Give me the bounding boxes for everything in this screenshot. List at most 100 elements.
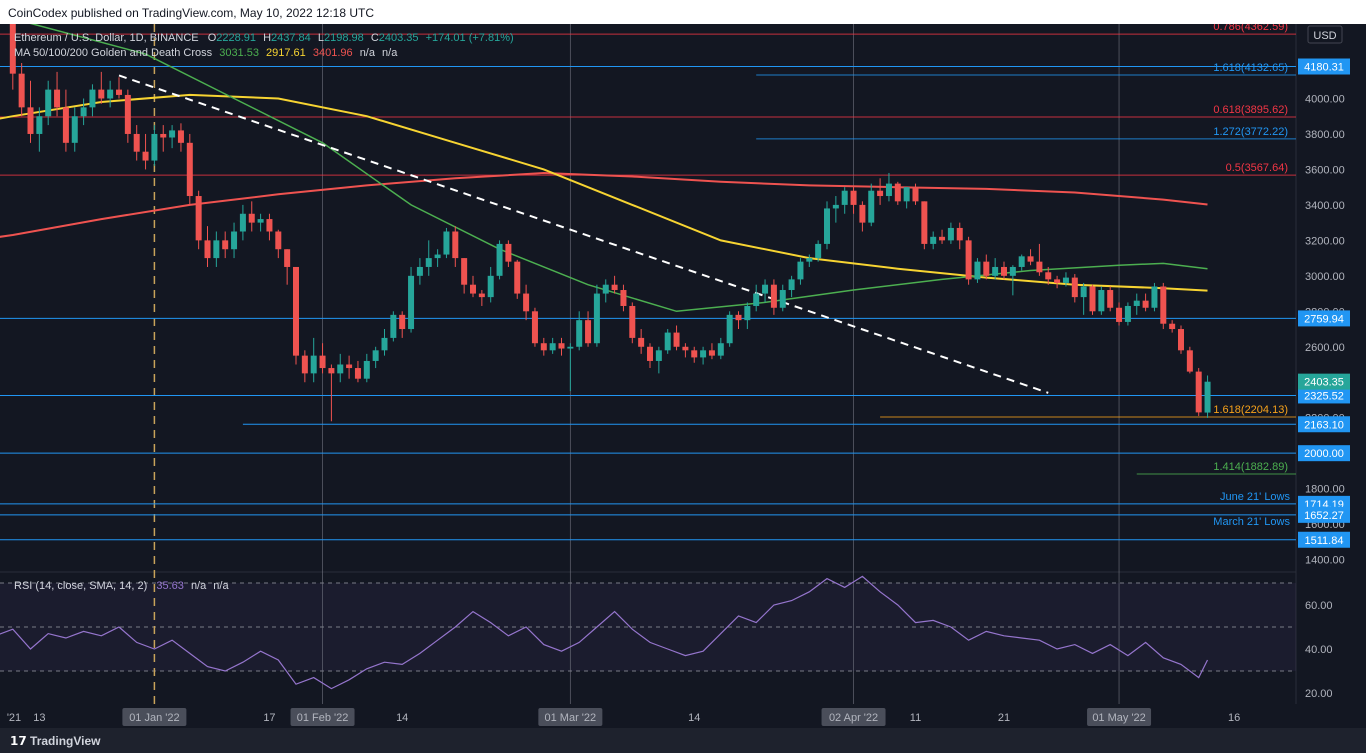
ma200-line [0,171,1208,238]
x-tick-label: 01 May '22 [1092,712,1145,724]
candle-body [1036,261,1043,273]
level-price-badge: 1511.84 [1305,535,1344,547]
candle [284,249,291,285]
candle [381,329,388,356]
candle-body [620,290,627,306]
candle-body [708,350,715,356]
candle-body [514,261,521,294]
candle [1062,272,1069,287]
candle [585,311,592,347]
legend-close: 2403.35 [379,32,419,44]
candle-body [151,133,158,161]
fib-label: 0.5(3567.64) [1226,162,1288,174]
candle [9,24,16,90]
fib-label: 1.618(4132.65) [1213,62,1288,74]
candle-body [824,208,830,244]
candle-body [735,314,742,321]
candle [346,355,353,379]
candle [540,337,547,356]
candle-body [1001,266,1007,276]
x-tick-label: 13 [33,712,45,724]
candle [903,187,910,209]
fib-label: 0.618(3895.62) [1213,104,1288,116]
currency-badge[interactable] [1307,25,1343,44]
candle-body [328,368,335,374]
candle [629,302,636,344]
candle [337,353,344,383]
candle-body [195,196,202,241]
ma-label: MA 50/100/200 Golden and Death Cross [14,47,213,59]
candle-body [80,107,87,117]
candle-body [956,227,963,241]
candle-body [744,305,751,321]
fib-label: 0.786(4362.59) [1213,24,1288,33]
candle-body [523,293,530,312]
x-tick-label: 02 Apr '22 [829,712,878,724]
x-tick-label: 01 Feb '22 [297,712,349,724]
x-tick-highlight [290,708,355,726]
current-price-badge: 2403.35 [1304,377,1344,389]
candle-body [1027,256,1034,262]
candle [620,284,627,312]
candle [638,329,645,354]
candle-body [602,284,609,294]
candle-body [1071,277,1078,298]
candle [1001,261,1007,280]
publisher-text: CoinCodex published on TradingView.com, … [8,6,374,20]
candle-body [204,240,211,259]
candle-body [89,89,96,108]
candle [186,133,193,205]
candle [1133,293,1140,315]
candle-body [788,279,795,291]
candle-body [1116,307,1123,322]
candle-body [832,204,839,209]
downtrend-line [118,74,1049,394]
candle [169,125,176,149]
candle-body [142,151,149,161]
candle [983,254,990,280]
candle-body [700,350,707,358]
level-price-badge-bg [1298,58,1350,75]
price-tick-label: 3800.00 [1305,129,1345,141]
candle-body [1054,279,1061,283]
ma50-value: 3031.53 [219,47,259,59]
candle [124,89,131,143]
candle [204,226,211,267]
price-tick-label: 1400.00 [1305,555,1345,567]
legend-close-label: C [371,32,379,44]
candle-body [691,350,698,358]
fib-label: 1.414(1882.89) [1213,461,1288,473]
legend-change: +174.01 (+7.81%) [426,32,514,44]
candle-body [116,89,122,95]
candle-body [1009,266,1016,276]
legend-low: 2198.98 [324,32,364,44]
price-chart[interactable]: 0.786(4362.59) 1.618(4132.65) 0.618(3895.6… [0,24,1366,728]
candle-body [478,293,485,298]
candle-body [655,350,662,361]
candle [160,125,167,152]
candle [824,201,830,250]
rsi-na2: n/a [213,580,229,592]
candle-body [965,240,972,280]
candle [222,231,229,259]
level-price-badge-bg [1298,310,1350,327]
candle-body [1195,371,1202,413]
candle [478,290,485,306]
candle-body [1089,286,1096,312]
candle-body [673,332,680,347]
candle [974,258,981,283]
candle [523,284,530,321]
candle [71,107,78,152]
candle-body [992,266,999,276]
candle-body [664,332,671,351]
x-tick-label: 11 [910,712,921,724]
candle-body [124,94,131,134]
fib-label: 1.618(2204.13) [1213,404,1288,416]
candle [408,266,415,333]
level-price-badge-bg [1298,506,1350,523]
candle-body [248,213,255,223]
tradingview-logo[interactable]: 𝟭𝟳 TradingView [10,734,101,748]
candle [151,125,158,166]
candle [1045,266,1052,285]
legend-title: Ethereum / U.S. Dollar, 1D, BINANCE [14,32,199,44]
